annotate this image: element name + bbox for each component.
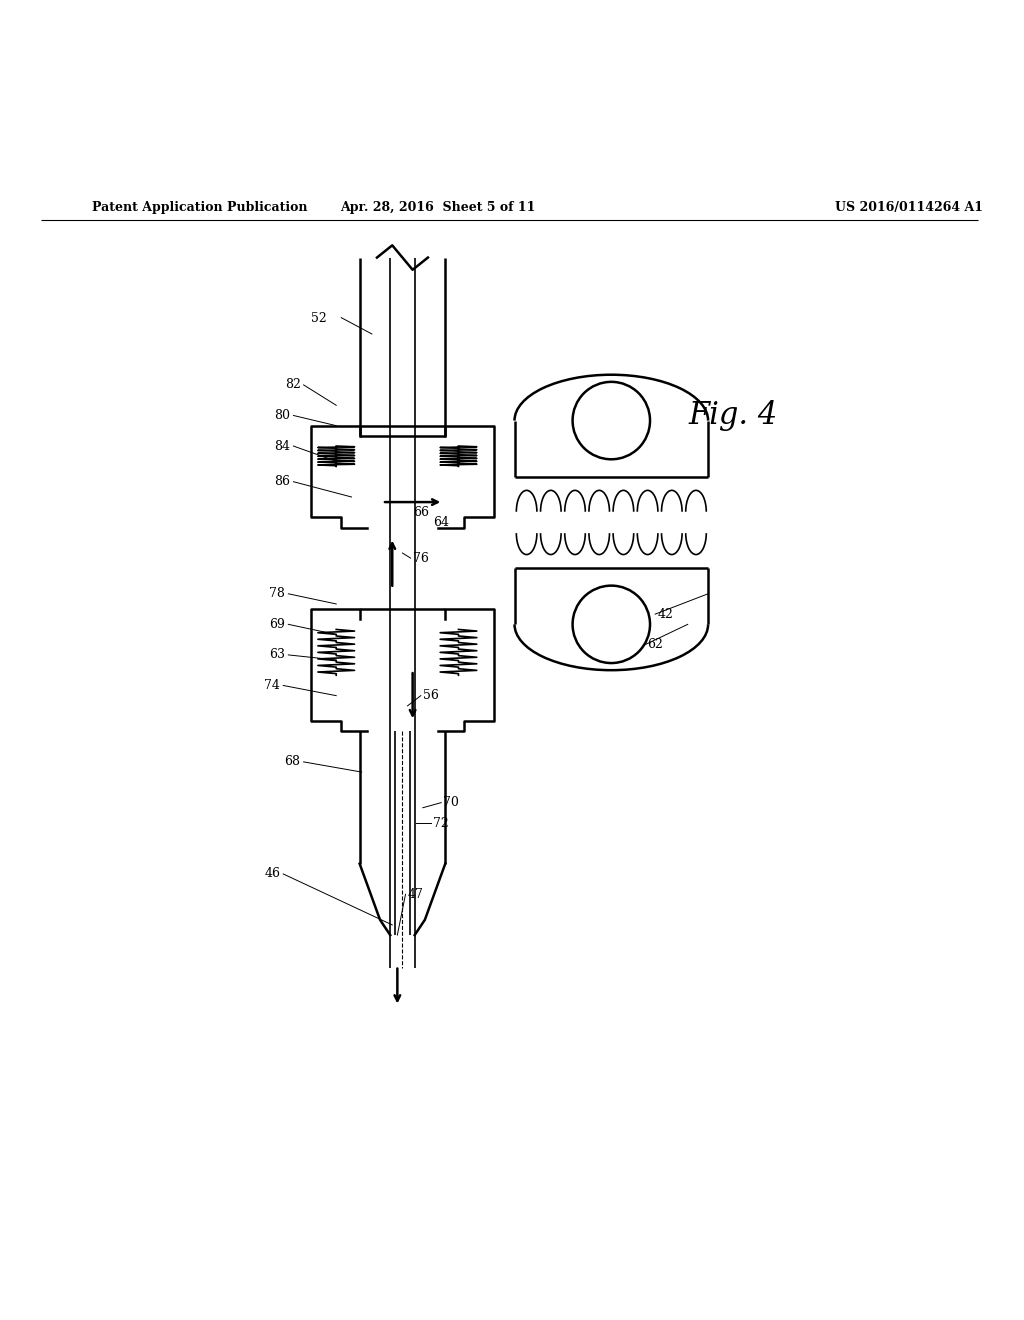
Text: 47: 47 xyxy=(408,888,423,900)
Text: 64: 64 xyxy=(433,516,449,529)
Text: 52: 52 xyxy=(310,313,327,325)
Text: 69: 69 xyxy=(269,618,286,631)
Text: 70: 70 xyxy=(443,796,459,809)
Text: 46: 46 xyxy=(264,867,281,880)
Text: 66: 66 xyxy=(413,506,429,519)
Text: 86: 86 xyxy=(274,475,291,488)
Text: Patent Application Publication: Patent Application Publication xyxy=(92,201,307,214)
Text: US 2016/0114264 A1: US 2016/0114264 A1 xyxy=(836,201,983,214)
Text: 68: 68 xyxy=(285,755,301,768)
Text: 80: 80 xyxy=(274,409,291,422)
Text: 84: 84 xyxy=(274,440,291,453)
Text: 62: 62 xyxy=(647,638,663,651)
Text: Apr. 28, 2016  Sheet 5 of 11: Apr. 28, 2016 Sheet 5 of 11 xyxy=(340,201,536,214)
Text: 63: 63 xyxy=(269,648,286,661)
Text: 56: 56 xyxy=(423,689,438,702)
Text: 78: 78 xyxy=(269,587,286,601)
Text: 74: 74 xyxy=(264,678,281,692)
Text: 42: 42 xyxy=(657,607,673,620)
Text: Fig. 4: Fig. 4 xyxy=(689,400,778,430)
Text: 76: 76 xyxy=(413,552,428,565)
Text: 72: 72 xyxy=(433,817,449,829)
Text: 82: 82 xyxy=(285,379,301,392)
